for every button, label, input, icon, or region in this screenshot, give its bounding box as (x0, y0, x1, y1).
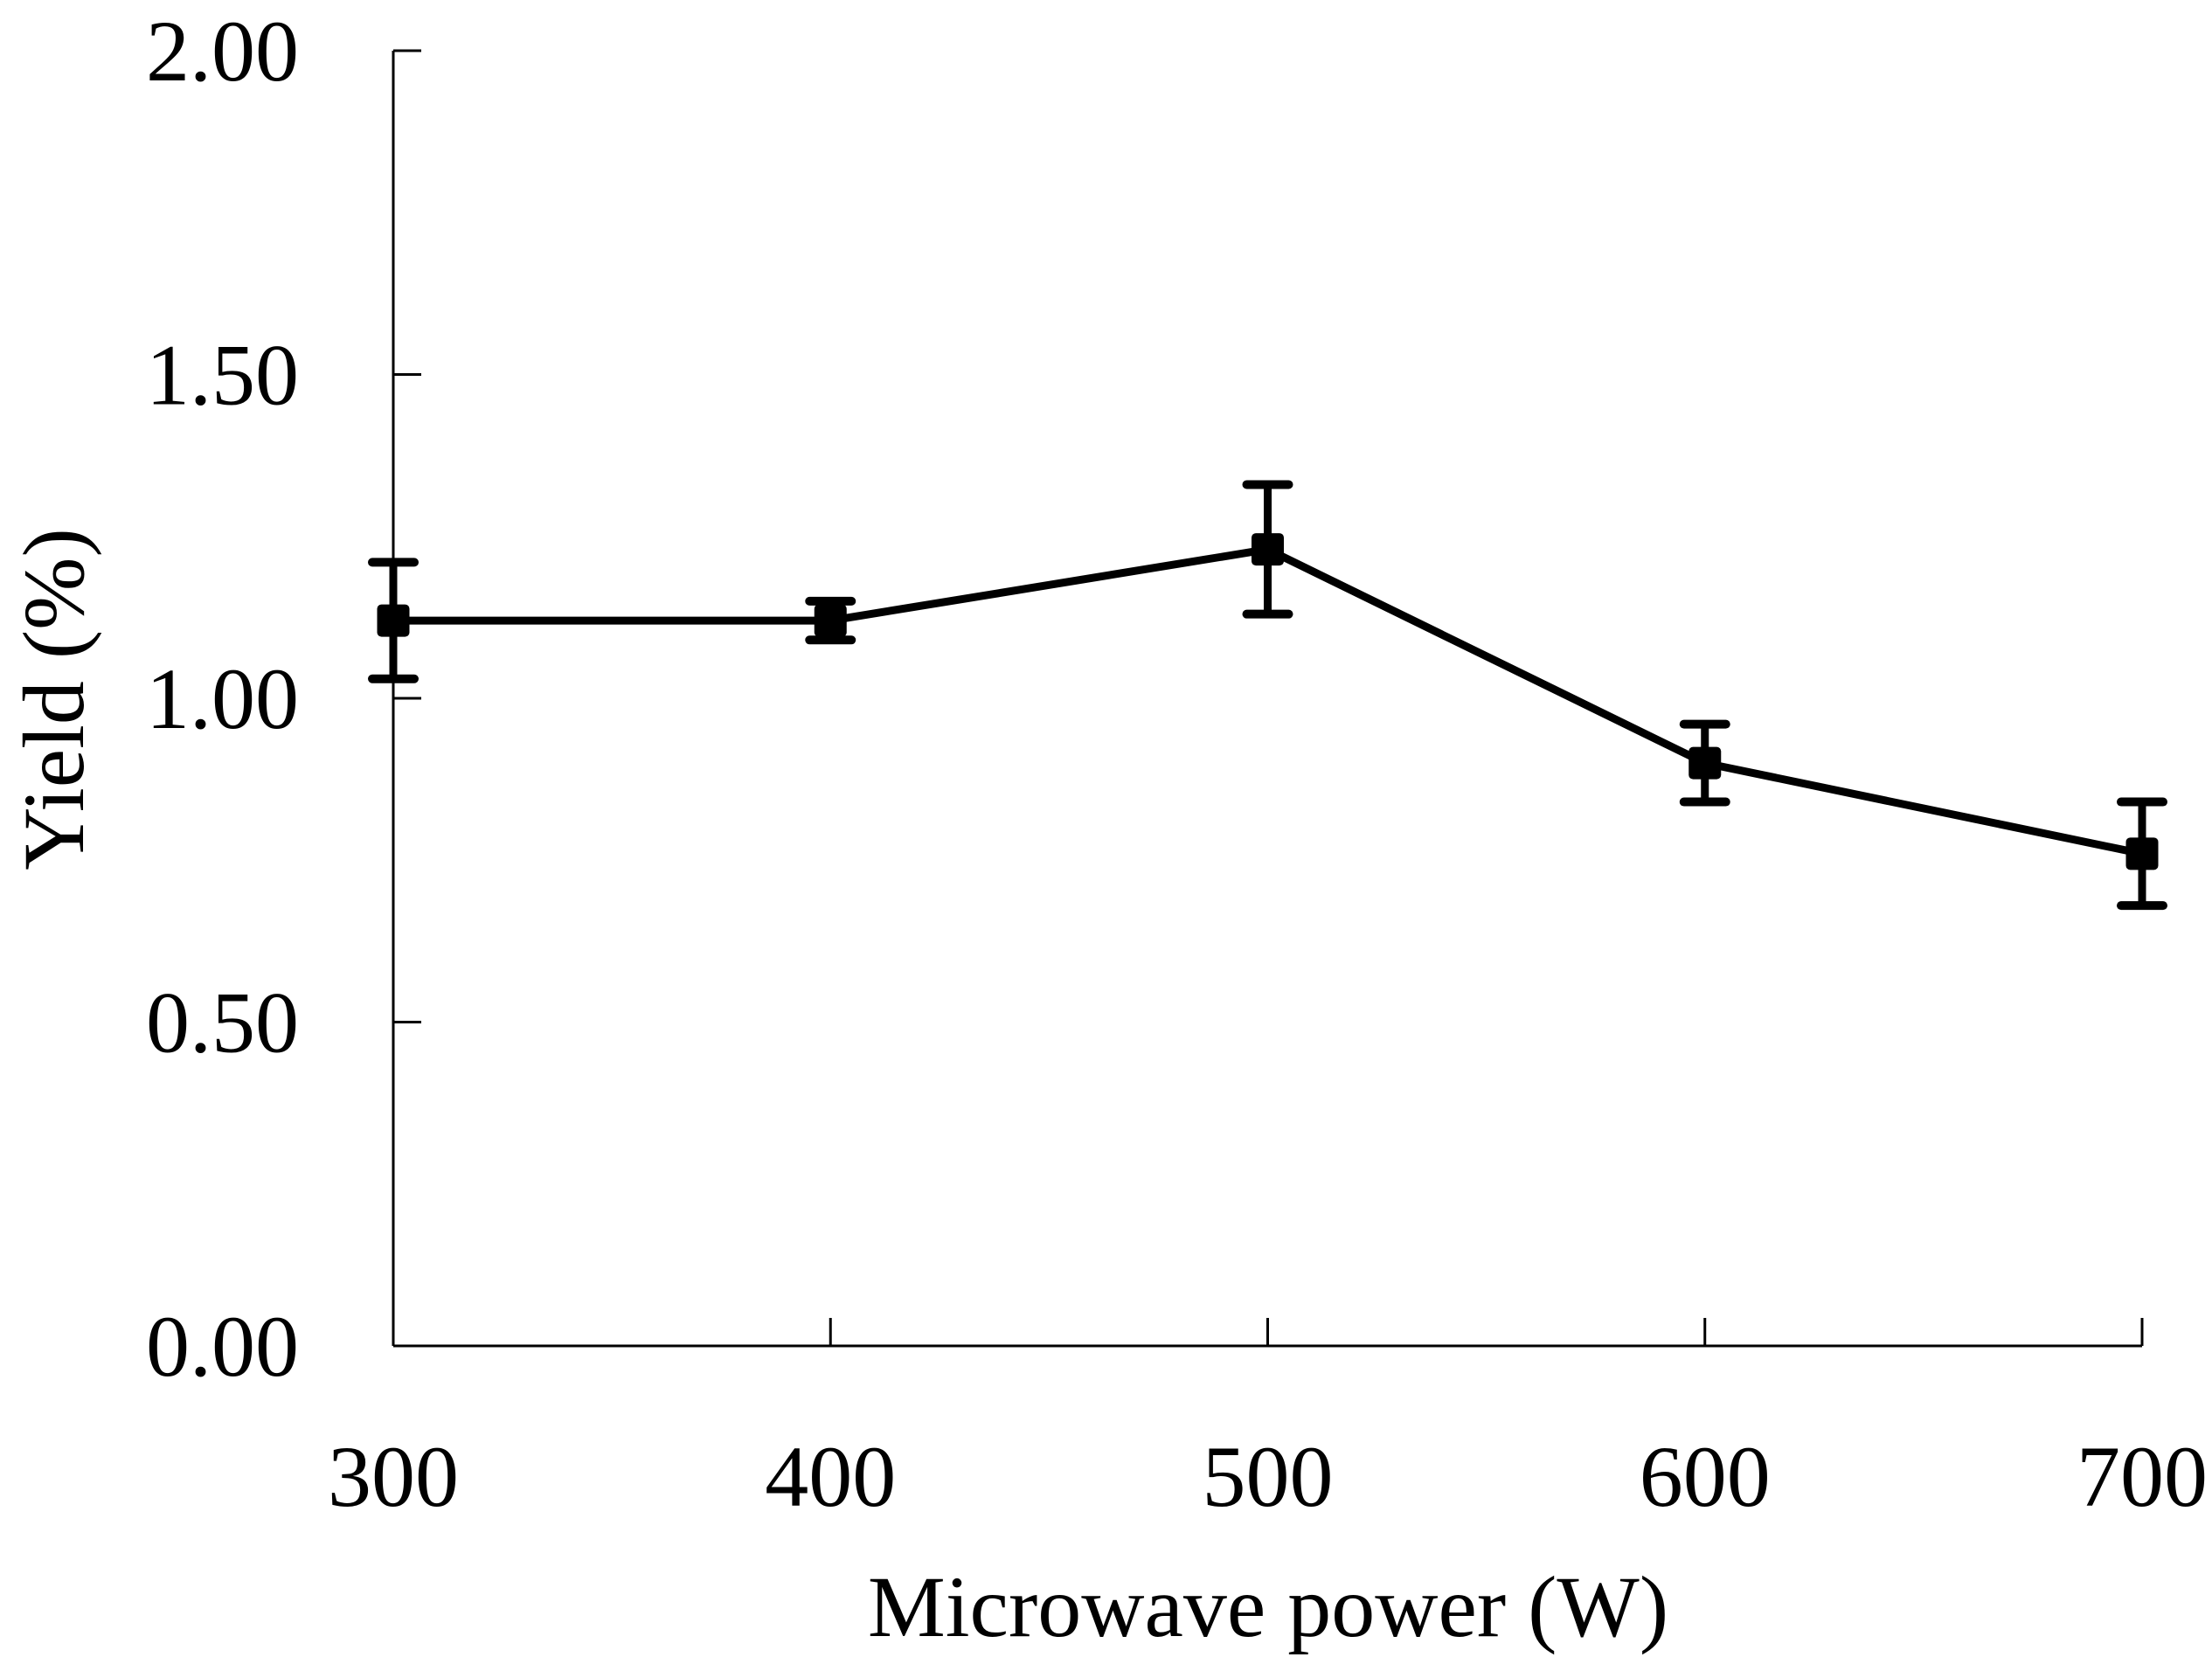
x-tick-label: 400 (765, 1428, 896, 1525)
data-point-marker (814, 604, 847, 637)
x-tick-label: 600 (1640, 1428, 1771, 1525)
series-group (368, 480, 2167, 911)
y-tick-label: 0.00 (146, 1298, 299, 1395)
data-point-marker (377, 604, 410, 637)
y-tick-label: 1.50 (146, 327, 299, 424)
y-tick-label: 0.50 (146, 974, 299, 1071)
data-point-marker (1252, 533, 1284, 566)
data-point-marker (2125, 837, 2159, 870)
y-tick-label: 2.00 (146, 3, 299, 100)
x-tick-label: 500 (1203, 1428, 1334, 1525)
y-axis-title: Yield (%) (5, 528, 102, 870)
x-axis-title: Microwave power (W) (868, 1558, 1668, 1655)
x-tick-label: 300 (328, 1428, 459, 1525)
x-tick-label: 700 (2077, 1428, 2208, 1525)
y-tick-label: 1.00 (146, 650, 299, 747)
tick-labels-group: 2.00 1.50 1.00 0.50 0.00 300 400 500 600 700 (146, 3, 2208, 1525)
tick-marks-group (392, 49, 2144, 1348)
axes-group (392, 51, 2142, 1348)
data-point-marker (1688, 746, 1722, 780)
